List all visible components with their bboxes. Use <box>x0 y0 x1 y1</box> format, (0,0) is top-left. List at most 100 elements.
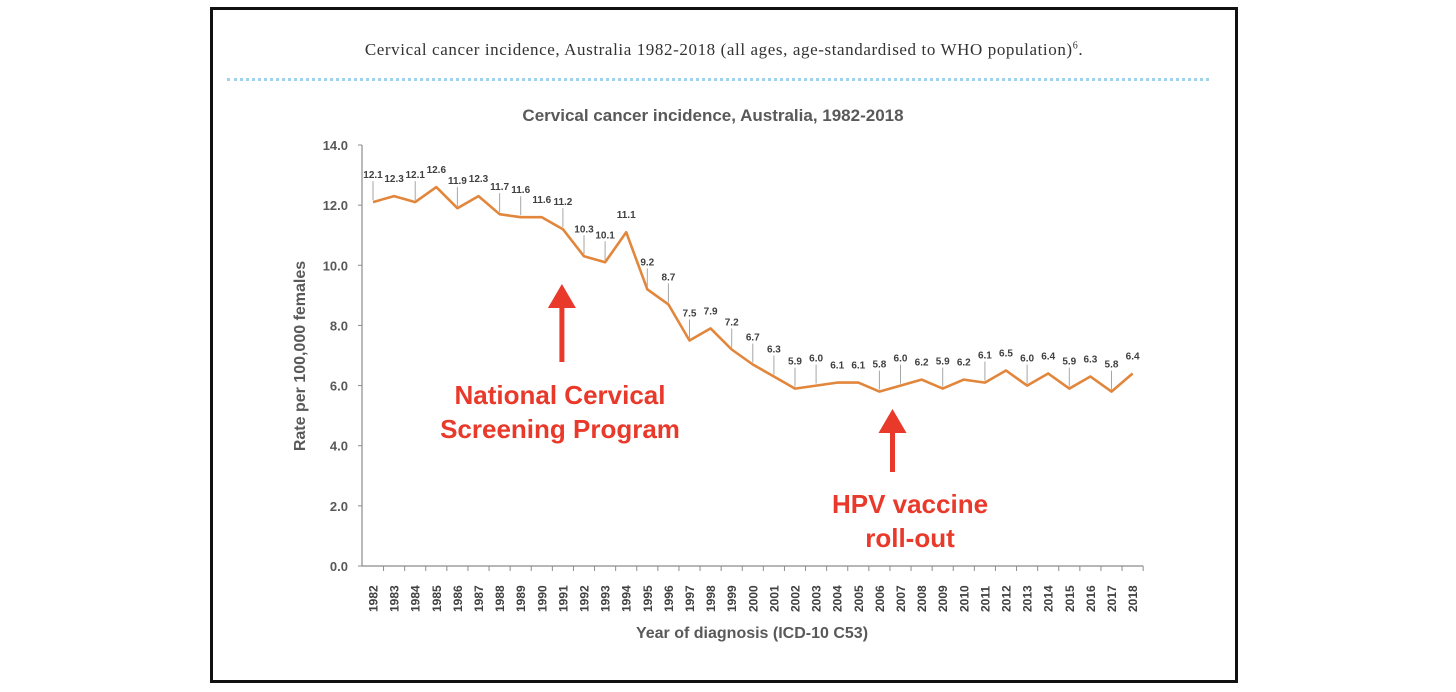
data-label: 12.3 <box>469 174 489 185</box>
data-label: 6.1 <box>978 351 992 362</box>
x-tick-label: 1985 <box>430 585 444 612</box>
x-tick-label: 2011 <box>978 586 992 612</box>
x-tick-label: 2015 <box>1063 585 1077 612</box>
x-tick-label: 2006 <box>873 585 887 612</box>
x-tick-label: 2012 <box>1000 585 1014 612</box>
axes <box>358 144 1144 571</box>
figure-caption: Cervical cancer incidence, Australia 198… <box>213 40 1235 60</box>
annotation-arrow-head <box>547 284 576 308</box>
data-label: 6.0 <box>809 354 823 365</box>
data-label: 12.1 <box>363 170 383 181</box>
annotations: National Cervical Screening Program HPV va… <box>440 284 988 553</box>
data-label: 5.8 <box>872 360 886 371</box>
data-label: 6.3 <box>1083 355 1097 366</box>
data-label: 6.7 <box>746 333 760 344</box>
x-tick-label: 2002 <box>789 585 803 612</box>
data-label: 5.9 <box>1062 357 1076 368</box>
x-tick-label: 2010 <box>957 585 971 612</box>
data-label: 12.6 <box>427 165 447 176</box>
data-label: 7.2 <box>725 317 739 328</box>
x-tick-label: 2001 <box>767 585 781 612</box>
data-label: 11.6 <box>532 195 551 206</box>
annotation-1: National Cervical Screening Program <box>440 284 680 444</box>
x-tick-label: 1987 <box>472 585 486 612</box>
x-tick-label: 1982 <box>367 585 381 612</box>
x-tick-label: 2014 <box>1042 585 1056 612</box>
data-label: 12.1 <box>405 170 425 181</box>
y-tick-label: 4.0 <box>330 439 348 454</box>
data-label: 6.2 <box>957 358 971 369</box>
x-tick-label: 1995 <box>641 585 655 612</box>
x-tick-label: 1993 <box>599 585 613 612</box>
data-label: 7.9 <box>704 306 718 317</box>
y-tick-label: 8.0 <box>330 318 348 333</box>
y-axis-label: Rate per 100,000 females <box>292 261 309 451</box>
data-label: 6.1 <box>830 361 844 372</box>
caption-text: Cervical cancer incidence, Australia 198… <box>364 40 1073 59</box>
data-label: 10.3 <box>574 224 594 235</box>
x-tick-label: 2005 <box>852 585 866 612</box>
data-label: 5.9 <box>788 357 802 368</box>
x-axis-label: Year of diagnosis (ICD-10 C53) <box>636 625 868 642</box>
data-label: 5.9 <box>936 357 950 368</box>
annotation-arrow-head <box>878 409 907 433</box>
x-tick-label: 1998 <box>704 585 718 612</box>
x-tick-label: 2017 <box>1105 585 1119 612</box>
dotted-divider <box>227 78 1209 81</box>
y-tick-label: 0.0 <box>330 559 348 574</box>
annotation-text: roll-out <box>865 523 955 553</box>
data-label: 11.2 <box>553 197 572 208</box>
annotation-text: Screening Program <box>440 414 680 444</box>
x-tick-label: 1990 <box>535 585 549 612</box>
data-label: 7.5 <box>683 308 697 319</box>
x-tick-label: 2009 <box>936 585 950 612</box>
y-tick-label: 6.0 <box>330 379 348 394</box>
data-label: 6.0 <box>894 354 908 365</box>
x-tick-label: 1996 <box>662 585 676 612</box>
chart-title: Cervical cancer incidence, Australia, 19… <box>522 106 903 125</box>
x-tick-label: 1988 <box>493 585 507 612</box>
y-tick-label: 14.0 <box>323 138 348 153</box>
data-label: 6.4 <box>1041 352 1055 363</box>
y-tick-label: 12.0 <box>323 198 348 213</box>
data-label: 10.1 <box>595 230 615 241</box>
caption-suffix: . <box>1078 40 1084 59</box>
y-tick-label: 2.0 <box>330 499 348 514</box>
caption-superscript: 6 <box>1072 40 1079 52</box>
x-tick-label: 2007 <box>894 585 908 612</box>
data-label: 6.5 <box>999 349 1013 360</box>
annotation-text: National Cervical <box>455 380 666 410</box>
series-line <box>372 185 1134 393</box>
x-tick-label: 1992 <box>578 585 592 612</box>
x-tick-label: 1994 <box>620 585 634 612</box>
x-tick-label: 1983 <box>388 585 402 612</box>
data-label: 6.0 <box>1020 354 1034 365</box>
data-label: 6.2 <box>915 358 929 369</box>
annotation-2: HPV vaccine roll-out <box>832 409 988 553</box>
data-label: 6.4 <box>1126 352 1140 363</box>
data-label: 12.3 <box>384 174 404 185</box>
data-label: 8.7 <box>661 272 675 283</box>
data-labels: 12.1 12.3 12.1 12.611.9 12.311.7 11.611.6 11.2… <box>363 165 1140 390</box>
data-label: 11.1 <box>617 210 636 221</box>
x-tick-label: 2004 <box>831 585 845 612</box>
y-tick-labels: 0.0 2.0 4.0 6.0 8.0 10.0 12.0 14.0 <box>323 138 348 574</box>
x-tick-label: 1991 <box>556 585 570 612</box>
figure-frame: Cervical cancer incidence, Australia 198… <box>210 7 1238 683</box>
data-label: 11.6 <box>511 185 530 196</box>
data-label: 11.9 <box>448 176 467 187</box>
data-label: 6.1 <box>851 361 865 372</box>
x-tick-label: 1984 <box>409 585 423 612</box>
x-tick-label: 1989 <box>514 585 528 612</box>
x-tick-label: 2018 <box>1126 585 1140 612</box>
data-label: 6.3 <box>767 345 781 356</box>
x-tick-labels: 1982 1983 1984 1985 1986 1987 1988 1989 1990 1991… <box>367 585 1141 612</box>
x-tick-label: 2016 <box>1084 585 1098 612</box>
x-tick-label: 2003 <box>810 585 824 612</box>
x-tick-label: 1997 <box>683 585 697 612</box>
data-label: 9.2 <box>640 257 654 268</box>
data-label: 5.8 <box>1105 360 1119 371</box>
x-tick-label: 1999 <box>725 585 739 612</box>
y-tick-label: 10.0 <box>323 258 348 273</box>
